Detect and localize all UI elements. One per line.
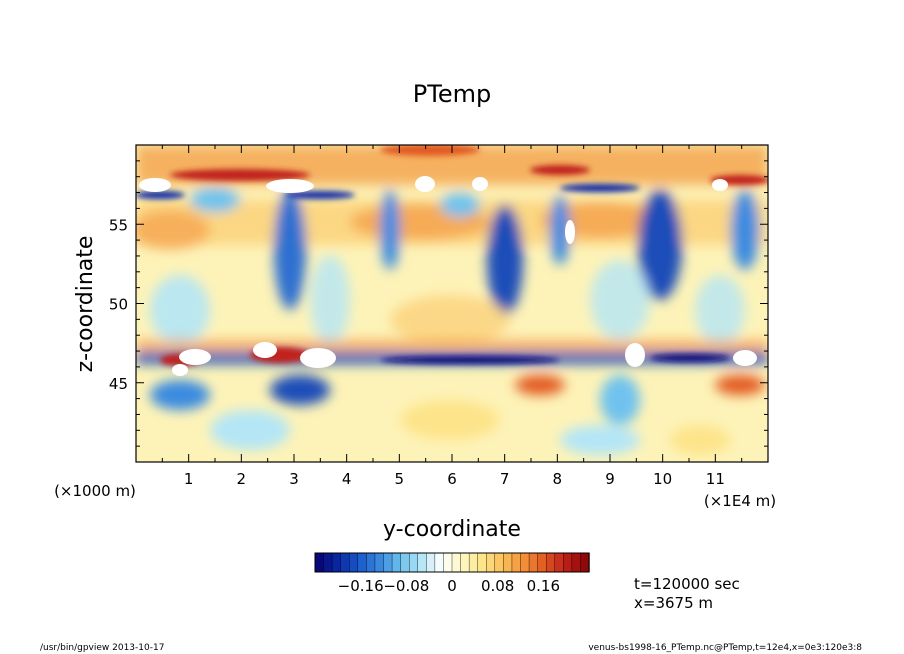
colorbar-cell: [486, 552, 496, 573]
colorbar-cell: [537, 552, 547, 573]
colorbar-tick-label: −0.08: [383, 577, 429, 595]
x-tick-label: 8: [553, 470, 563, 488]
colorbar-cell: [434, 552, 445, 573]
x-tick-label: 5: [395, 470, 405, 488]
y-tick-label: 45: [109, 375, 128, 393]
colorbar-cell: [443, 552, 453, 573]
x-position-annotation: x=3675 m: [634, 594, 713, 612]
colorbar-tick-label: 0.16: [527, 577, 560, 595]
y-unit-label: (×1000 m): [54, 482, 136, 500]
colorbar-cell: [563, 552, 573, 573]
colorbar-cell: [468, 552, 479, 573]
x-tick-label: 4: [342, 470, 352, 488]
heatmap-field: [136, 145, 768, 462]
time-annotation: t=120000 sec: [634, 575, 740, 593]
colorbar-cell: [520, 552, 530, 573]
colorbar: −0.16 −0.08 0 0.08 0.16: [314, 552, 590, 595]
x-tick-label: 1: [184, 470, 194, 488]
x-tick-label: 3: [289, 470, 299, 488]
colorbar-cell: [511, 552, 522, 573]
colorbar-tick-label: 0.08: [481, 577, 514, 595]
x-tick-label: 10: [653, 470, 672, 488]
colorbar-frame: [314, 552, 590, 573]
y-axis: 45 50 55: [109, 160, 768, 447]
x-tick-label: 6: [447, 470, 457, 488]
colorbar-cell: [503, 552, 513, 573]
y-tick-label: 55: [109, 216, 128, 234]
x-tick-label: 2: [237, 470, 247, 488]
colorbar-cell: [357, 552, 368, 573]
colorbar-cell: [494, 552, 505, 573]
colorbar-cell: [528, 552, 539, 573]
footer-left: /usr/bin/gpview 2013-10-17: [40, 643, 164, 653]
colorbar-cell: [554, 552, 565, 573]
colorbar-cell: [400, 552, 410, 573]
colorbar-cell: [460, 552, 470, 573]
colorbar-cell: [340, 552, 350, 573]
colorbar-cell: [391, 552, 402, 573]
colorbar-cell: [580, 552, 590, 573]
colorbar-cell: [349, 552, 359, 573]
x-tick-label: 11: [706, 470, 725, 488]
colorbar-cell: [408, 552, 419, 573]
colorbar-cell: [477, 552, 487, 573]
colorbar-cell: [426, 552, 436, 573]
x-tick-label: 9: [605, 470, 615, 488]
footer-right: venus-bs1998-16_PTemp.nc@PTemp,t=12e4,x=…: [588, 643, 862, 653]
x-tick-label: 7: [500, 470, 510, 488]
colorbar-cell: [331, 552, 342, 573]
colorbar-cell: [383, 552, 393, 573]
colorbar-cell: [451, 552, 462, 573]
colorbar-tick-label: 0: [447, 577, 457, 595]
colorbar-tick-label: −0.16: [338, 577, 384, 595]
colorbar-cell: [366, 552, 376, 573]
x-unit-label: (×1E4 m): [704, 492, 776, 510]
x-axis-label: y-coordinate: [383, 517, 521, 542]
y-axis-label: z-coordinate: [73, 236, 98, 373]
colorbar-cell: [545, 552, 556, 573]
colorbar-cell: [571, 552, 582, 573]
colorbar-cell: [323, 552, 333, 573]
colorbar-cell: [417, 552, 428, 573]
colorbar-cell: [314, 552, 325, 573]
colorbar-cell: [374, 552, 385, 573]
y-tick-label: 50: [109, 296, 128, 314]
x-axis: 1 2 3 4 5 6 7 8 9 10 11: [161, 145, 743, 488]
chart-title: PTemp: [413, 80, 491, 108]
